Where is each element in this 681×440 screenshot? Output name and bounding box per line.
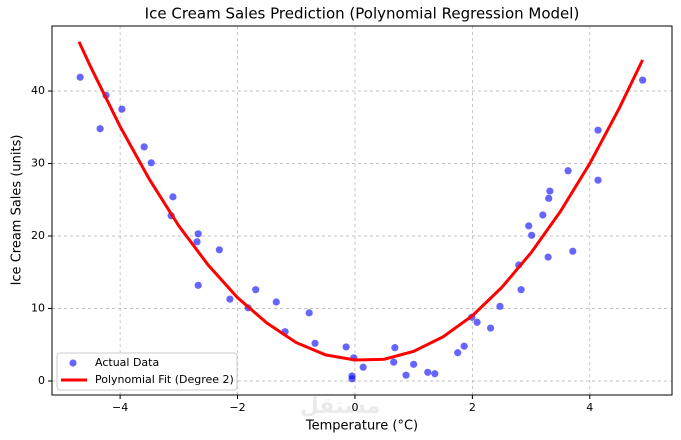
data-point [410, 360, 418, 368]
data-point [194, 281, 202, 289]
data-point [639, 76, 647, 84]
y-tick-label: 40 [31, 84, 45, 97]
data-point [193, 238, 201, 246]
data-point [311, 339, 319, 347]
data-point [544, 253, 552, 261]
data-point [454, 349, 462, 357]
y-tick-label: 30 [31, 157, 45, 170]
data-point [564, 167, 572, 175]
data-point [517, 286, 525, 294]
data-point [76, 73, 84, 81]
x-tick-label: −2 [229, 401, 245, 414]
data-point [96, 125, 104, 133]
x-tick-label: 0 [351, 401, 358, 414]
x-tick-label: 2 [469, 401, 476, 414]
data-point [215, 246, 223, 254]
data-point [486, 324, 495, 332]
x-tick-label: −4 [112, 401, 128, 414]
chart-title: Ice Cream Sales Prediction (Polynomial R… [145, 5, 580, 23]
data-point [147, 159, 155, 167]
y-tick-label: 20 [31, 229, 45, 242]
data-point [569, 247, 577, 255]
data-point [545, 194, 553, 202]
x-axis-label: Temperature (°C) [305, 419, 418, 434]
data-point [140, 143, 148, 151]
data-point [226, 295, 234, 303]
data-point [391, 344, 399, 352]
legend-label: Polynomial Fit (Degree 2) [95, 373, 234, 386]
legend-box [56, 352, 238, 391]
data-point [272, 298, 280, 306]
legend-label: Actual Data [95, 356, 159, 369]
data-point [525, 222, 533, 230]
y-axis-label: Ice Cream Sales (units) [10, 135, 25, 286]
fit-line [77, 41, 644, 362]
data-point [496, 302, 504, 310]
data-point [473, 318, 481, 326]
data-point [594, 126, 602, 134]
data-point [359, 363, 367, 371]
data-point [342, 343, 350, 351]
data-point [546, 187, 554, 195]
data-point [539, 211, 547, 219]
y-tick-label: 0 [38, 374, 45, 387]
data-point [528, 231, 536, 239]
data-point [118, 105, 126, 113]
legend-marker [69, 359, 77, 367]
plot-frame [51, 25, 673, 396]
data-point [594, 176, 602, 184]
data-point [402, 371, 410, 379]
data-point [194, 230, 202, 238]
data-point [252, 286, 260, 294]
y-tick-label: 10 [31, 302, 45, 315]
data-point [348, 375, 356, 383]
data-point [424, 368, 432, 376]
data-point [460, 342, 468, 350]
data-point [169, 193, 177, 201]
data-point [390, 358, 398, 366]
data-point [305, 309, 313, 317]
x-tick-label: 4 [586, 401, 593, 414]
watermark: مستقل [300, 394, 380, 419]
data-point [431, 370, 439, 378]
